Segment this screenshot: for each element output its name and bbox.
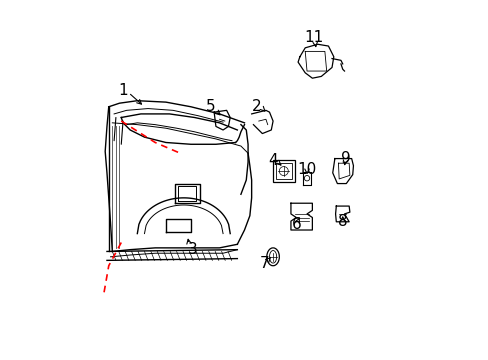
Text: 7: 7	[259, 256, 268, 271]
Text: 6: 6	[291, 217, 301, 232]
Text: 3: 3	[187, 242, 197, 257]
Text: 4: 4	[268, 153, 277, 168]
Text: 10: 10	[297, 162, 316, 177]
Text: 5: 5	[205, 99, 215, 114]
Text: 8: 8	[337, 213, 347, 229]
Text: 1: 1	[118, 83, 127, 98]
Text: 11: 11	[304, 30, 323, 45]
Text: 9: 9	[341, 151, 350, 166]
Text: 2: 2	[252, 99, 261, 114]
